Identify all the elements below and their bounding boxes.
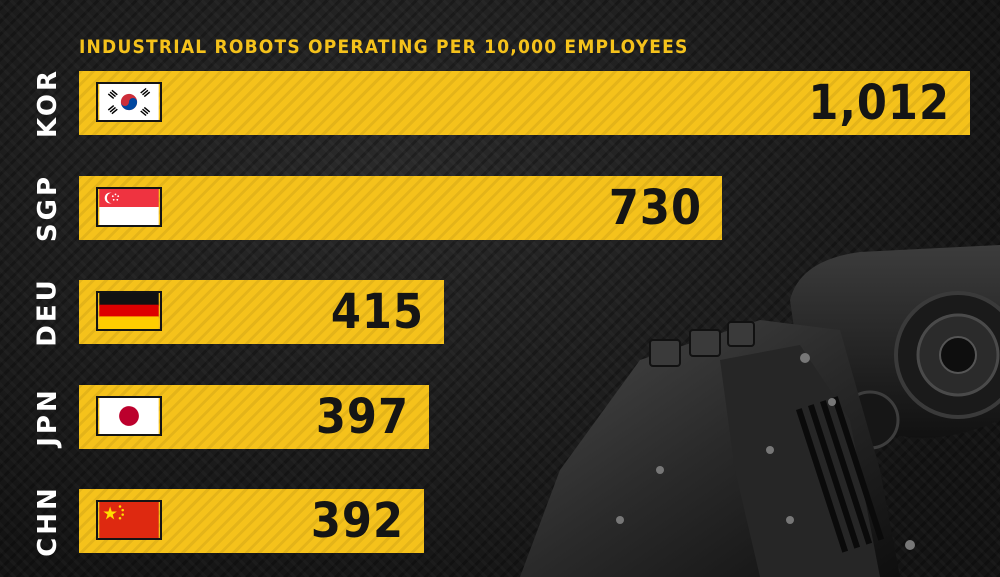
bar-jpn: 397 [79, 384, 429, 449]
bar-deu: 415 [79, 280, 444, 344]
china-flag-icon [96, 500, 162, 540]
category-label: JPN [33, 386, 63, 447]
country-label-chn: CHN [16, 485, 80, 557]
bar-row-jpn: JPN 397 [0, 384, 1000, 449]
bar-row-chn: CHN 392 [0, 485, 1000, 557]
bar-value-label: 730 [608, 179, 702, 236]
bar-chn: 392 [79, 489, 424, 553]
bar-value-label: 1,012 [808, 75, 950, 131]
category-label: SGP [33, 173, 63, 242]
bar-value-label: 415 [330, 284, 424, 340]
category-label: DEU [33, 277, 63, 347]
bar-value-label: 392 [310, 493, 404, 549]
country-label-deu: DEU [16, 277, 80, 347]
chart-title: INDUSTRIAL ROBOTS OPERATING PER 10,000 E… [79, 36, 689, 58]
bar-row-kor: KOR 1,012 [0, 67, 1000, 139]
country-label-kor: KOR [16, 67, 80, 139]
bar-value-label: 397 [315, 388, 409, 445]
singapore-flag-icon [96, 186, 162, 227]
country-label-sgp: SGP [16, 173, 80, 242]
bar-row-deu: DEU 415 [0, 277, 1000, 347]
category-label: CHN [33, 485, 64, 557]
japan-flag-icon [96, 395, 162, 436]
country-label-jpn: JPN [16, 385, 80, 449]
bar-row-sgp: SGP 730 [0, 173, 1000, 242]
germany-flag-icon [96, 291, 162, 331]
bar-sgp: 730 [79, 175, 722, 240]
south-korea-flag-icon [96, 82, 162, 122]
bar-kor: 1,012 [79, 71, 970, 135]
category-label: KOR [33, 67, 64, 139]
